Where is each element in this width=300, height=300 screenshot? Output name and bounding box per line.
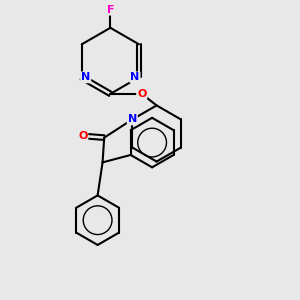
Text: O: O <box>137 89 146 99</box>
Text: N: N <box>128 115 137 124</box>
Text: N: N <box>130 72 140 82</box>
Text: F: F <box>106 4 114 15</box>
Text: N: N <box>81 72 90 82</box>
Text: O: O <box>78 131 87 141</box>
